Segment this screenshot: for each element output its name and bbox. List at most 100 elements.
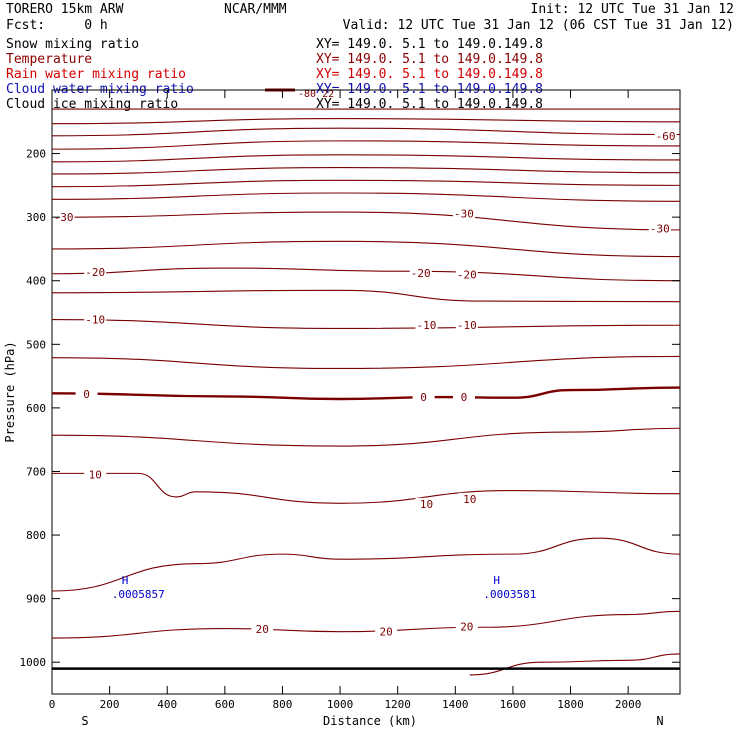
contour-label: 20 [380, 626, 393, 639]
contour-label: -30 [54, 211, 74, 224]
temperature-contour [51, 472, 681, 504]
contour-label-bg [455, 620, 478, 632]
temperature-contour [51, 537, 681, 592]
valid-time: Valid: 12 UTC Tue 31 Jan 12 (06 CST Tue … [343, 18, 734, 33]
temperature-contour [51, 386, 681, 401]
x-tick-label: 1200 [384, 698, 411, 711]
contour-label-bg [452, 391, 475, 403]
contour-label: -10 [457, 319, 477, 332]
contour-label: -60 [656, 130, 676, 143]
x-tick-label: 600 [215, 698, 235, 711]
contour-label: -20 [85, 266, 105, 279]
max-marker-value: .0003581 [483, 588, 536, 601]
model-title: TORERO 15km ARW [6, 2, 124, 17]
contour-label-bg [458, 492, 481, 504]
contour-label: -10 [417, 319, 437, 332]
temperature-contour [51, 140, 681, 150]
temperature-contour [469, 653, 681, 676]
y-tick-label: 800 [26, 529, 46, 542]
temperature-contour [51, 240, 681, 258]
y-axis-title: Pressure (hPa) [3, 341, 17, 442]
contour-label-bg [654, 129, 677, 141]
contour-label-bg [409, 267, 432, 279]
x-tick-label: 1600 [500, 698, 527, 711]
contour-label: -30 [454, 207, 474, 220]
y-tick-label: 400 [26, 275, 46, 288]
x-end-label-left: S [81, 714, 88, 728]
legend-entry-label: Snow mixing ratio [6, 37, 139, 52]
legend-entry-range: XY= 149.0. 5.1 to 149.0.149.8 [316, 97, 543, 112]
y-tick-label: 700 [26, 465, 46, 478]
max-marker-value: .0005857 [112, 588, 165, 601]
temperature-contour [51, 427, 681, 447]
temperature-contour [51, 118, 681, 125]
contour-labels: -60 -30 -30 -30 -20 -20 -20 -10 -10 -10 0 0 0 10 10 10 2… [52, 129, 677, 639]
contour-label-bg [52, 211, 75, 223]
x-tick-label: 2000 [615, 698, 642, 711]
legend: Snow mixing ratio XY= 149.0. 5.1 to 149.0… [6, 37, 543, 112]
temperature-contours [51, 108, 681, 676]
legend-entry-range: XY= 149.0. 5.1 to 149.0.149.8 [316, 37, 543, 52]
contour-label-bg [648, 222, 671, 234]
contour-label-bg [412, 391, 435, 403]
temperature-contour [51, 318, 681, 329]
x-tick-label: 800 [273, 698, 293, 711]
temperature-contour [51, 355, 681, 370]
y-tick-label: 500 [26, 338, 46, 351]
legend-entry-label: Temperature [6, 52, 92, 67]
contour-label: -30 [650, 223, 670, 236]
legend-entry-label: Cloud ice mixing ratio [6, 97, 178, 112]
contour-label-bg [251, 623, 274, 635]
contour-label: 10 [89, 469, 102, 482]
contour-label-bg [75, 387, 98, 399]
contour-label-bg [415, 497, 438, 509]
max-marker-symbol: H [122, 574, 129, 587]
temperature-contour [51, 154, 681, 163]
temperature-contour [51, 127, 681, 137]
y-tick-label: 900 [26, 593, 46, 606]
temperature-contour [51, 179, 681, 188]
contour-label-bg [452, 207, 475, 219]
max-marker-symbol: H [493, 574, 500, 587]
center-label: NCAR/MMM [224, 2, 287, 17]
temperature-contour [51, 211, 681, 231]
contour-label-bg [415, 319, 438, 331]
contour-label: 10 [463, 493, 476, 506]
axes: 0 200 400 600 800 1000 1200 1400 1600 1800 2000200… [20, 90, 680, 711]
y-tick-label: 600 [26, 402, 46, 415]
forecast-hour: Fcst: 0 h [6, 18, 108, 33]
y-tick-label: 300 [26, 211, 46, 224]
x-tick-label: 1000 [327, 698, 354, 711]
y-tick-label: 1000 [20, 656, 47, 669]
contour-label: 0 [83, 388, 90, 401]
contour-label: 20 [460, 621, 473, 634]
contour-label-bg [84, 265, 107, 277]
x-tick-label: 200 [100, 698, 120, 711]
temperature-contour [51, 610, 681, 639]
contour-label-bg [84, 313, 107, 325]
init-time: Init: 12 UTC Tue 31 Jan 12 [531, 2, 735, 17]
temperature-contour [51, 192, 681, 202]
legend-entry-range: XY= 149.0. 5.1 to 149.0.149.8 [316, 52, 543, 67]
contour-label: 10 [420, 498, 433, 511]
contour-label-bg [455, 268, 478, 280]
plot-frame [51, 89, 681, 695]
x-tick-label: 0 [49, 698, 56, 711]
x-tick-label: 1400 [442, 698, 469, 711]
x-axis-title: Distance (km) [323, 714, 417, 728]
x-tick-label: 1800 [557, 698, 584, 711]
y-tick-label: 200 [26, 148, 46, 161]
legend-entry-range: XY= 149.0. 5.1 to 149.0.149.8 [316, 67, 543, 82]
contour-label-bg [84, 468, 107, 480]
legend-swatch-label: -80 22 [298, 89, 334, 100]
temperature-contour [51, 167, 681, 175]
x-tick-label: 400 [157, 698, 177, 711]
contour-label: 0 [461, 391, 468, 404]
contour-label: -20 [411, 267, 431, 280]
contour-label-bg [455, 319, 478, 331]
legend-entry-label: Rain water mixing ratio [6, 67, 186, 82]
contour-label-bg [375, 625, 398, 637]
contour-label: -10 [85, 314, 105, 327]
